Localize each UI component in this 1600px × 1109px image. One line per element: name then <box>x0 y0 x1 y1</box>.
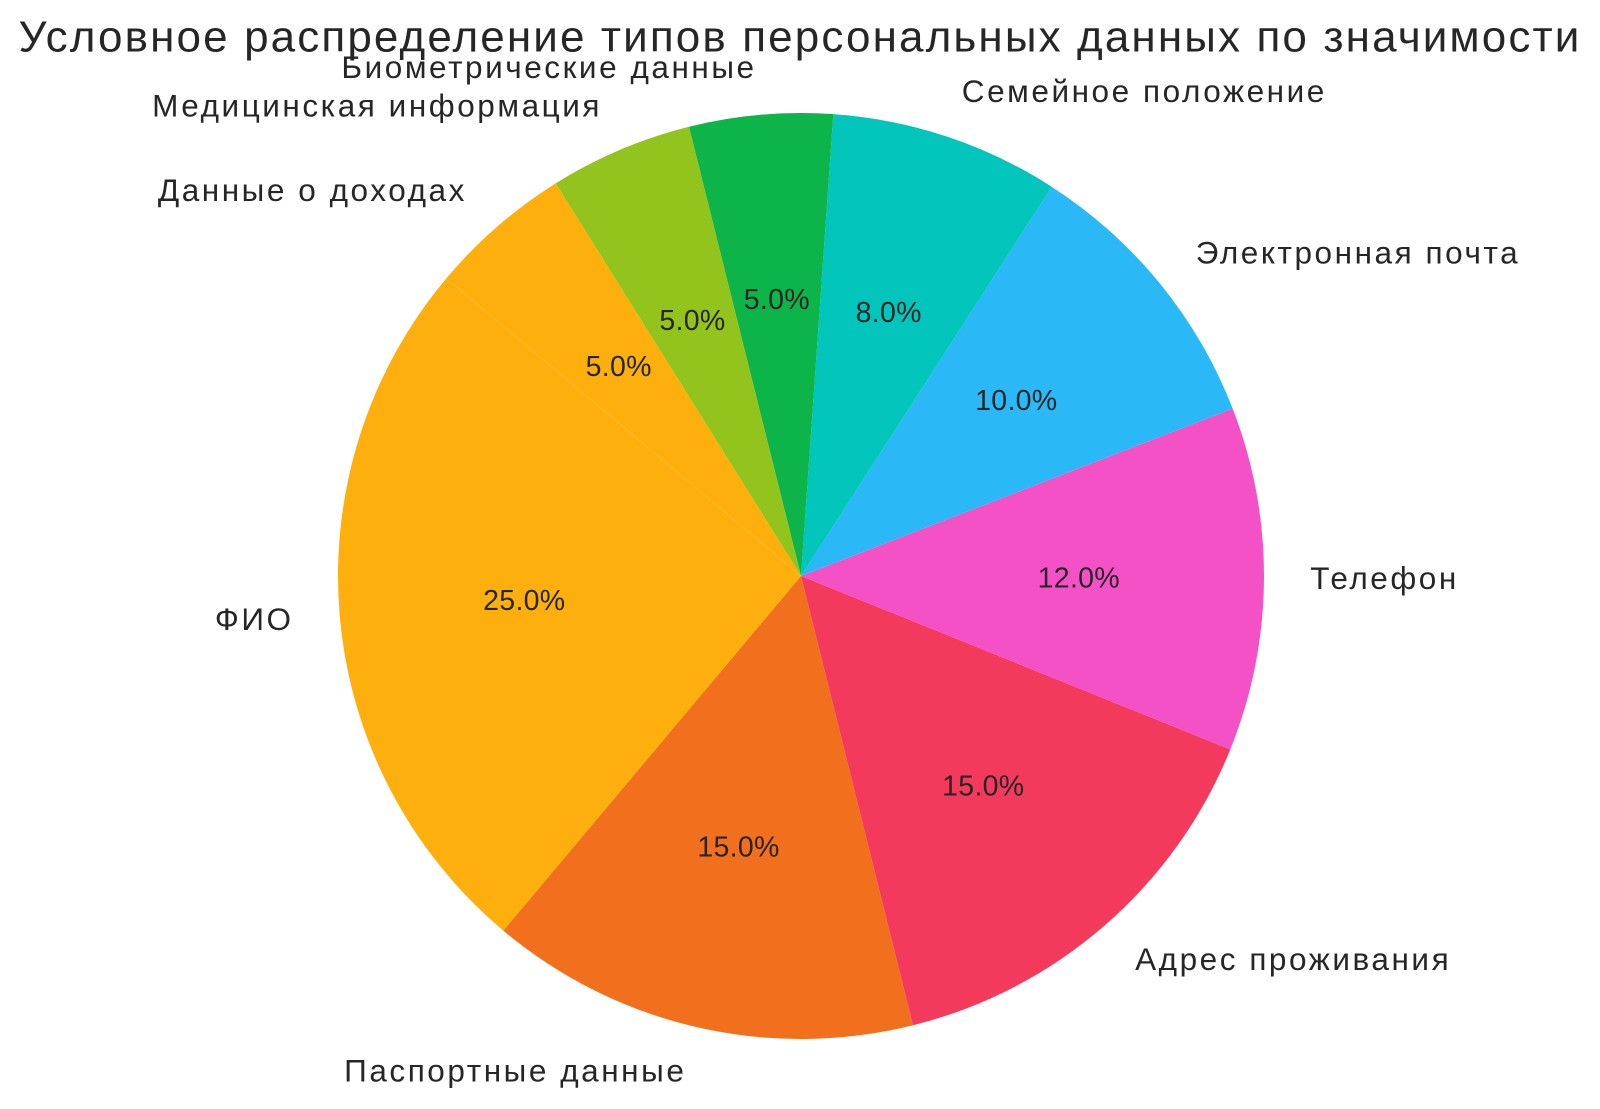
svg-text:Паспортные данные: Паспортные данные <box>344 1053 686 1089</box>
svg-text:25.0%: 25.0% <box>483 585 565 617</box>
svg-text:Электронная почта: Электронная почта <box>1196 235 1520 271</box>
svg-text:10.0%: 10.0% <box>975 385 1057 417</box>
svg-text:Семейное положение: Семейное положение <box>962 73 1327 109</box>
svg-text:15.0%: 15.0% <box>697 832 779 864</box>
svg-text:Биометрические данные: Биометрические данные <box>341 49 756 85</box>
svg-text:8.0%: 8.0% <box>856 297 922 329</box>
svg-text:ФИО: ФИО <box>215 601 294 637</box>
svg-text:Данные о доходах: Данные о доходах <box>158 172 467 208</box>
svg-text:Адрес проживания: Адрес проживания <box>1135 941 1451 977</box>
svg-text:Условное распределение типов п: Условное распределение типов персональны… <box>19 13 1582 62</box>
svg-text:12.0%: 12.0% <box>1038 563 1120 595</box>
svg-text:Телефон: Телефон <box>1310 560 1459 596</box>
svg-text:5.0%: 5.0% <box>744 284 810 316</box>
svg-text:Медицинская информация: Медицинская информация <box>152 88 602 124</box>
svg-text:5.0%: 5.0% <box>586 351 652 383</box>
svg-text:15.0%: 15.0% <box>942 771 1024 803</box>
svg-text:5.0%: 5.0% <box>659 305 725 337</box>
